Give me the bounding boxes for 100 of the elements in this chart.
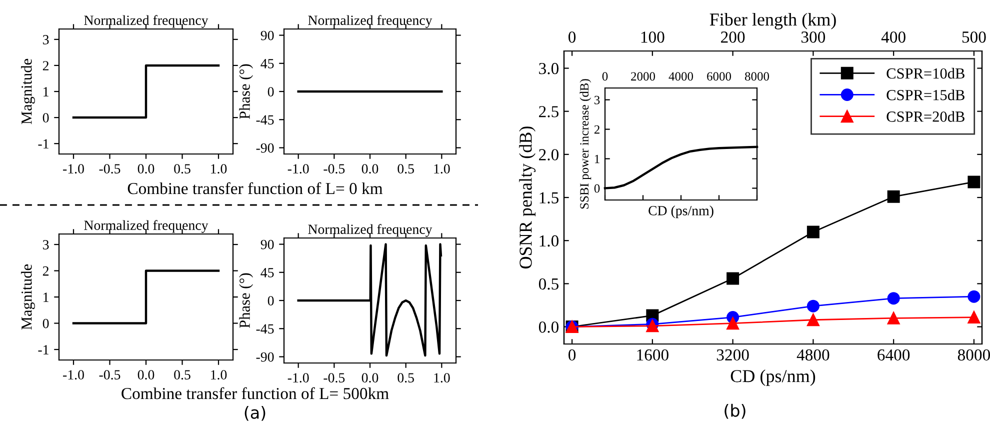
x-tick-label: 0.0 [138,370,154,380]
y-tick-label: 45 [260,268,274,278]
y-tick-label: 45 [260,59,274,68]
x-axis-title: CD (ps/nm) [648,206,714,218]
y-tick-label: -1 [38,139,48,148]
y-tick-label: 1.0 [540,235,559,247]
x-tick-label: 0.5 [398,164,414,174]
x2-tick-label: 300 [801,32,826,43]
x2-tick-label: 500 [962,32,986,43]
x-tick-label: 0 [602,72,608,81]
line-series [297,243,442,357]
text: (a) [244,406,266,421]
y-tick-label: 1 [44,292,48,302]
x2-tick-label: 400 [881,32,906,43]
point [968,176,980,188]
x-tick-label: 0.5 [174,164,190,174]
x-tick-label: 8000 [958,349,990,361]
x-tick-label: -1.0 [63,164,84,174]
x-tick-label: 0.0 [362,164,378,174]
y-axis-title: Phase (°) [239,64,253,119]
x2-axis-title: Fiber length (km) [710,12,836,30]
y-tick-label: 0.5 [538,278,558,290]
y-tick-label: 90 [260,240,274,250]
chart-title: Normalized frequency [84,15,208,28]
point [806,226,820,238]
y-tick-label: -1 [38,345,48,354]
y-tick-label: 3 [42,35,49,44]
point [806,300,820,312]
x-tick-label: 1600 [637,349,668,361]
y-axis-title: SSBI power increase (dB) [580,79,592,209]
y-axis-title: OSNR penalty (dB) [519,126,536,268]
text: Combine transfer function of L= 500km [122,387,389,400]
y-axis-title: Phase (°) [239,273,253,328]
x-tick-label: 0.0 [362,373,378,383]
y-axis-title: Magnitude [21,264,35,330]
x-tick-label: 8000 [744,72,770,81]
x-tick-label: 1.0 [211,164,227,174]
y-tick-label: -45 [256,115,274,125]
x-tick-label: 6000 [707,72,732,81]
y-tick-label: -45 [256,324,274,334]
text: Combine transfer function of L= 0 km [128,182,383,194]
chart-title: Normalized frequency [84,220,208,233]
point [887,190,900,203]
y-tick-label: 0 [268,87,274,96]
x-tick-label: -0.5 [324,373,345,383]
chart-title: Normalized frequency [308,224,432,237]
x2-tick-label: 200 [721,32,745,43]
x-tick-label: 1.0 [211,370,227,380]
y-tick-label: -90 [256,352,274,362]
x-tick-label: -0.5 [324,164,345,174]
point [887,292,900,305]
x-tick-label: 1.0 [434,373,450,383]
point [726,317,740,330]
x-tick-label: -1.0 [288,164,309,174]
y-tick-label: 1 [44,87,48,96]
x-tick-label: 2000 [631,72,656,81]
legend-label: CSPR=20dB [886,111,964,122]
y-tick-label: 1 [594,154,600,164]
point [806,314,820,326]
y-tick-label: 0 [42,318,49,328]
x-tick-label: -0.5 [99,370,120,380]
y-tick-label: 3.0 [539,62,559,74]
y-tick-label: 1.5 [540,192,558,204]
y-tick-label: 90 [260,30,274,40]
x-axis-title: CD (ps/nm) [730,370,816,386]
text: (b) [724,404,746,419]
legend-label: CSPR=15dB [886,89,964,100]
point [968,311,980,324]
y-axis-title: Magnitude [21,58,35,124]
x-tick-label: 0 [568,349,576,361]
x-tick-label: 4000 [668,72,694,81]
x-tick-label: 3200 [716,349,749,361]
y-tick-label: 2.0 [539,149,559,160]
y-tick-label: 0 [268,296,274,306]
chart-title: Normalized frequency [308,15,432,28]
x-tick-label: 4800 [796,349,830,361]
x2-tick-label: 0 [568,32,576,43]
point [887,312,900,324]
y-tick-label: 0 [594,184,600,193]
x-tick-label: 0.5 [174,370,190,380]
x2-tick-label: 100 [641,32,664,43]
y-tick-label: 2.5 [539,106,558,118]
y-tick-label: 3 [42,240,49,250]
x-tick-label: 0.0 [138,164,154,174]
point [968,290,980,303]
y-tick-label: 2 [42,61,49,70]
y-tick-label: 0.0 [538,321,559,333]
point [726,272,740,285]
x-tick-label: 0.5 [398,373,414,383]
y-tick-label: -90 [256,143,274,153]
y-tick-label: 0 [42,113,49,122]
legend-label: CSPR=10dB [886,68,964,79]
x-tick-label: -0.5 [99,164,120,174]
y-tick-label: 2 [594,125,600,134]
x-tick-label: 6400 [878,349,910,361]
y-tick-label: 3 [594,96,600,104]
x-tick-label: -1.0 [288,373,309,383]
x-tick-label: 1.0 [434,164,450,174]
y-tick-label: 2 [42,266,49,276]
x-tick-label: -1.0 [63,370,84,380]
